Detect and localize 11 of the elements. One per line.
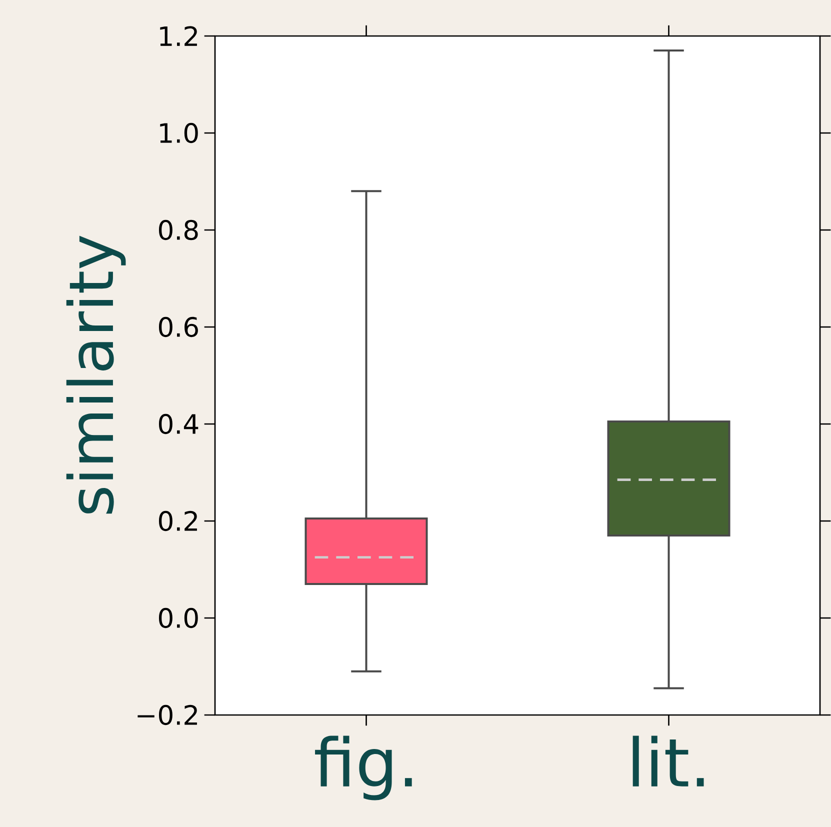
y-tick-label: 0.2 bbox=[158, 510, 197, 532]
y-tick-label: 1.2 bbox=[160, 26, 197, 46]
y-tick-label: 0.8 bbox=[158, 220, 198, 240]
x-tick-label: lit. bbox=[632, 736, 704, 786]
y-tick-label: 0.0 bbox=[158, 608, 198, 628]
y-tick-label: 0.6 bbox=[158, 316, 198, 338]
y-tick-label: 0.4 bbox=[158, 414, 198, 434]
y-tick-label: −0.2 bbox=[138, 704, 197, 726]
x-tick-label: fig. bbox=[315, 736, 412, 800]
y-axis-title: similarity bbox=[66, 236, 126, 514]
y-tick-label: 1.0 bbox=[160, 122, 198, 144]
